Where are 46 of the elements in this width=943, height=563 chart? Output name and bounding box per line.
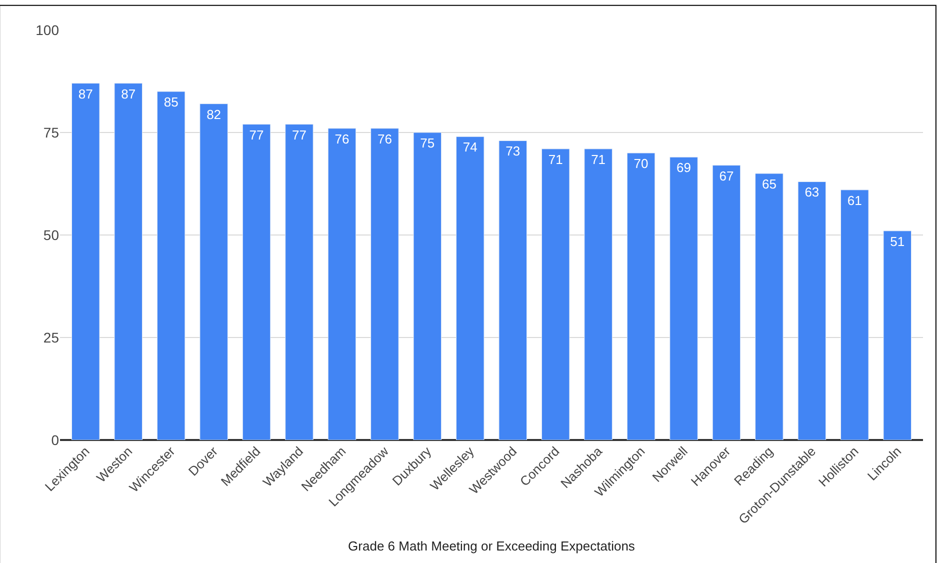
data-label: 76 [334, 131, 350, 146]
data-label: 77 [292, 127, 306, 142]
y-tick-label: 100 [36, 22, 60, 38]
bar [626, 152, 656, 440]
bar [840, 190, 869, 440]
bar [328, 128, 356, 440]
bar [712, 165, 741, 440]
bar [755, 173, 784, 440]
bar [498, 140, 527, 440]
data-label: 71 [591, 152, 606, 167]
bar [285, 124, 314, 440]
x-axis-title: Grade 6 Math Meeting or Exceeding Expectations [348, 538, 636, 554]
data-label: 75 [420, 136, 435, 150]
bar [541, 148, 570, 440]
data-label: 70 [634, 156, 648, 171]
bar [883, 230, 912, 440]
y-tick-label: 50 [43, 226, 60, 243]
data-label: 67 [719, 168, 734, 184]
y-tick-label: 0 [51, 432, 60, 448]
data-label: 74 [462, 140, 478, 155]
data-label: 76 [377, 131, 392, 146]
bar [584, 148, 612, 440]
y-tick-label: 75 [43, 124, 60, 140]
bar [156, 91, 186, 440]
data-label: 65 [762, 176, 776, 192]
bar [370, 128, 399, 440]
bar [114, 83, 142, 440]
bar [200, 104, 228, 440]
bar [413, 132, 442, 440]
data-label: 85 [164, 94, 178, 110]
data-label: 77 [249, 127, 264, 142]
bar [242, 124, 271, 440]
data-label: 87 [78, 86, 93, 102]
bar [456, 136, 484, 440]
y-tick-label: 25 [43, 329, 60, 346]
data-label: 51 [890, 234, 905, 249]
data-label: 63 [804, 184, 820, 200]
data-label: 61 [847, 192, 862, 208]
data-label: 73 [506, 144, 520, 159]
data-label: 71 [548, 152, 563, 167]
data-label: 69 [676, 160, 691, 176]
bar [798, 181, 826, 440]
data-label: 87 [121, 86, 136, 102]
bar [72, 83, 100, 440]
data-label: 82 [206, 106, 222, 122]
bar [670, 156, 698, 440]
